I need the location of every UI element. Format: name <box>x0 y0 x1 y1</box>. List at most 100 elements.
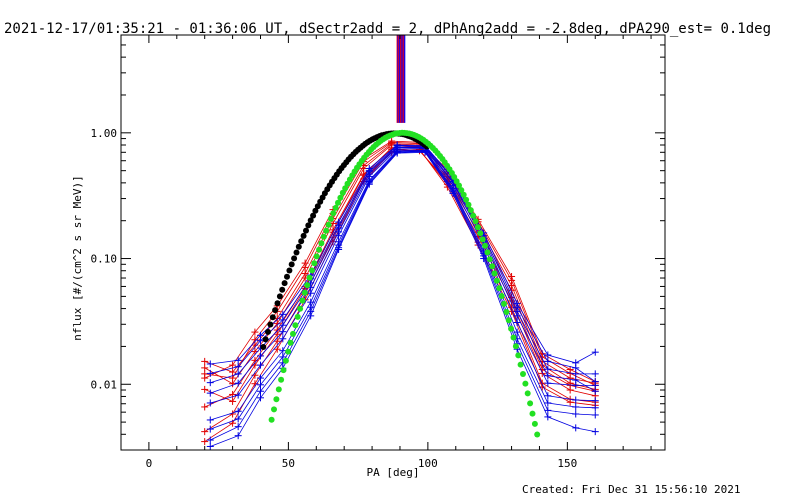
red-plus-point <box>201 438 209 446</box>
green-fit-dot <box>489 263 496 270</box>
green-fit-dot <box>297 305 304 312</box>
created-timestamp: Created: Fri Dec 31 15:56:10 2021 <box>522 483 741 496</box>
green-fit-dot <box>290 330 296 337</box>
green-fit-dot <box>486 256 493 263</box>
blue-series-line <box>210 151 596 447</box>
blue-plus-point <box>544 372 552 380</box>
green-fit-dot <box>527 400 534 407</box>
black-fit-dot <box>276 293 283 300</box>
green-fit-dot <box>342 185 349 192</box>
green-fit-dot <box>280 367 287 374</box>
blue-plus-point <box>206 379 214 387</box>
red-plus-point <box>273 345 281 353</box>
black-fit-dot <box>284 273 290 280</box>
green-fit-dot <box>282 357 289 364</box>
black-fit-dot <box>291 255 298 262</box>
blue-plus-point <box>234 407 242 415</box>
green-fit-dot <box>301 289 308 296</box>
blue-plus-point <box>234 391 242 399</box>
y-tick-label: 0.10 <box>91 253 118 266</box>
blue-plus-point <box>572 424 580 432</box>
green-fit-dot <box>278 376 285 383</box>
blue-plus-point <box>206 369 214 377</box>
blue-plus-point <box>256 337 264 345</box>
red-plus-point <box>273 337 281 345</box>
plot-frame <box>120 34 666 451</box>
fit-curves-group <box>260 129 541 438</box>
green-fit-dot <box>311 260 318 267</box>
blue-plus-point <box>544 357 552 365</box>
black-fit-dot <box>274 300 281 307</box>
green-fit-dot <box>524 390 531 397</box>
green-fit-dot <box>275 386 282 393</box>
blue-plus-point <box>234 379 242 387</box>
green-fit-dot <box>273 396 280 403</box>
blue-plus-point <box>256 394 264 402</box>
blue-plus-point <box>335 246 343 254</box>
black-fit-dot <box>298 238 305 245</box>
green-fit-dot <box>299 297 306 304</box>
red-plus-point <box>201 428 209 436</box>
blue-plus-point <box>572 396 580 404</box>
blue-plus-point <box>449 189 457 197</box>
green-fit-dot <box>271 406 277 413</box>
black-fit-dot <box>312 207 319 214</box>
blue-plus-point <box>279 335 287 343</box>
red-plus-point <box>301 263 309 271</box>
blue-plus-point <box>393 149 401 157</box>
chart-title: 2021-12-17/01:35:21 - 01:36:06 UT, dSect… <box>4 21 771 37</box>
blue-plus-point <box>572 376 580 384</box>
green-fit-dot <box>323 227 330 234</box>
x-axis-label: PA [deg] <box>367 466 420 479</box>
green-fit-dot <box>498 293 505 299</box>
green-fit-dot <box>510 334 517 341</box>
axes-group: 0 50 100 150 0.01 0.10 1.00 <box>91 34 665 470</box>
green-fit-dot <box>477 230 484 237</box>
red-plus-point <box>201 403 209 411</box>
black-fit-dot <box>303 227 309 234</box>
green-fit-dot <box>491 270 498 277</box>
green-fit-dot <box>337 194 344 201</box>
blue-series-line <box>210 149 596 421</box>
green-fit-dot <box>285 348 292 355</box>
green-fit-dot <box>332 204 339 211</box>
red-series-line <box>204 149 596 432</box>
blue-plus-point <box>307 303 315 311</box>
blue-plus-point <box>513 312 521 320</box>
green-fit-dot <box>294 313 301 320</box>
blue-plus-point <box>206 389 214 397</box>
blue-plus-point <box>234 415 242 423</box>
blue-plus-point <box>365 180 373 188</box>
black-fit-dot <box>272 307 279 314</box>
green-fit-dot <box>339 189 346 196</box>
blue-plus-point <box>572 370 580 378</box>
red-plus-point <box>508 276 516 284</box>
green-fit-dot <box>512 343 519 350</box>
green-fit-dot <box>470 212 477 219</box>
green-fit-dot <box>474 224 481 231</box>
green-fit-dot <box>472 218 479 225</box>
blue-plus-point <box>591 370 599 378</box>
blue-plus-point <box>234 370 242 378</box>
blue-plus-point <box>421 148 429 156</box>
black-fit-dot <box>269 314 276 321</box>
green-fit-dot <box>520 371 526 377</box>
green-fit-dot <box>501 300 507 307</box>
green-fit-dot <box>508 325 515 332</box>
y-tick-label: 1.00 <box>91 127 118 140</box>
black-fit-dot <box>305 222 312 229</box>
blue-plus-point <box>572 410 580 418</box>
red-plus-point <box>273 330 281 338</box>
green-fit-dot <box>503 309 510 315</box>
black-fit-dot <box>300 232 307 239</box>
y-tick-label: 0.01 <box>91 378 118 391</box>
blue-plus-point <box>279 316 287 324</box>
blue-plus-point <box>591 397 599 405</box>
red-plus-point <box>566 398 574 406</box>
green-fit-dot <box>335 199 341 206</box>
blue-plus-point <box>206 436 214 444</box>
blue-plus-point <box>513 318 521 326</box>
green-fit-dot <box>505 317 512 324</box>
red-plus-point <box>229 368 237 376</box>
